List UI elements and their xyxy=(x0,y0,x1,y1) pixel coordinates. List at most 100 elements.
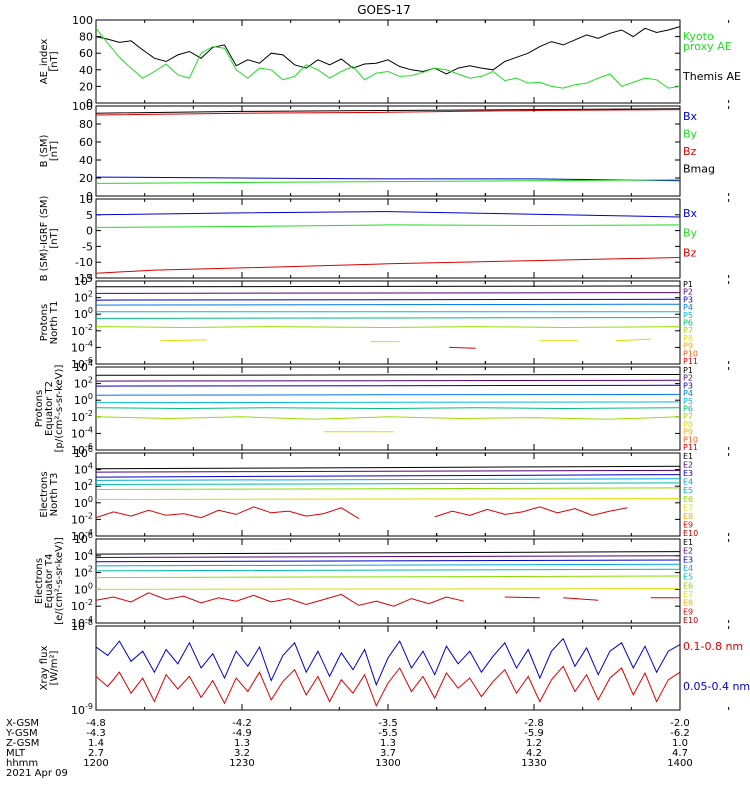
ephemeris-value: 2.7 xyxy=(88,748,104,759)
series-line-green xyxy=(96,224,680,228)
series-group xyxy=(96,374,680,433)
series-line-E9 xyxy=(434,506,628,518)
ephemeris-value: 1.3 xyxy=(380,738,396,749)
legend-entry: E1 xyxy=(683,452,693,461)
legend-entry: By xyxy=(683,227,698,240)
series-line-E3 xyxy=(96,474,680,478)
y-tick-label: 104 xyxy=(74,462,93,477)
panel-frame xyxy=(95,452,681,537)
series-line-E9 xyxy=(563,597,599,601)
series-line-P5 xyxy=(96,401,680,404)
ephemeris-row-label: X-GSM xyxy=(6,718,39,729)
ephemeris-value: -2.0 xyxy=(670,718,690,729)
panel-frame xyxy=(95,625,681,711)
y-tick-label: 10-2 xyxy=(71,323,93,338)
legend-entry: E4 xyxy=(683,564,693,573)
y-tick-label: 10-8 xyxy=(71,618,93,633)
series-line-E9 xyxy=(504,596,540,599)
legend-entry: E9 xyxy=(683,520,693,529)
y-axis-label: [p/(cm²-s-sr-keV)] xyxy=(54,365,65,453)
y-axis-label: B (SM)-IGRF (SM) xyxy=(39,196,50,282)
legend-entry: P3 xyxy=(683,295,693,304)
series-group xyxy=(96,637,680,708)
panel-frame xyxy=(95,198,681,279)
ephemeris-value: 1200 xyxy=(83,758,108,769)
plot-title: GOES-17 xyxy=(357,3,411,17)
series-group xyxy=(96,465,680,520)
y-axis-label: Equator T2 xyxy=(44,381,55,436)
y-tick-label: 40 xyxy=(79,154,93,167)
panel-frame xyxy=(95,19,681,104)
y-tick-label: 106 xyxy=(74,531,93,546)
series-line-E7 xyxy=(96,588,680,590)
y-tick-label: 80 xyxy=(79,31,93,44)
series-line-E4 xyxy=(96,478,680,481)
legend-entry: Themis AE xyxy=(682,70,741,83)
y-tick-label: 20 xyxy=(79,172,93,185)
legend-entry: E8 xyxy=(683,512,693,521)
y-axis-label: Electrons xyxy=(39,471,50,517)
legend-entry: Bmag xyxy=(683,163,715,176)
legend-entry: P3 xyxy=(683,381,693,390)
series-line-red xyxy=(96,257,680,274)
legend-entry: Kyoto xyxy=(683,30,714,43)
legend-entry: E2 xyxy=(683,461,693,470)
legend-entry: E5 xyxy=(683,573,693,582)
y-tick-label: 10-9 xyxy=(71,702,93,717)
series-line-red xyxy=(96,109,680,116)
ephemeris-row-label: MLT xyxy=(6,748,26,759)
legend-entry: P1 xyxy=(683,366,693,375)
y-tick-label: 10-4 xyxy=(71,528,93,543)
legend-entry: P6 xyxy=(683,405,693,414)
legend-entry: P8 xyxy=(683,334,693,343)
ephemeris-value: 1230 xyxy=(229,758,254,769)
series-line-blue xyxy=(96,176,680,182)
legend-entry: E10 xyxy=(683,616,698,625)
panel-bigrf: -15 -10 -5 0 5 10 B (SM)-IGRF (SM) [nT] Bx By Bz xyxy=(39,193,730,285)
y-tick-label: 104 xyxy=(74,273,93,288)
legend-entry: By xyxy=(683,128,698,141)
ephemeris-footer: X-GSM -4.8 -4.2 -3.5 -2.8 -2.0 Y-GSM -4.3 -4.9 -5… xyxy=(5,718,693,779)
y-tick-label: 100 xyxy=(74,495,93,510)
y-axis-label: [nT] xyxy=(49,51,60,71)
legend-entry: P10 xyxy=(683,349,698,358)
y-tick-label: 40 xyxy=(79,64,93,77)
legend-entry: E4 xyxy=(683,478,693,487)
series-line-E5 xyxy=(96,568,680,572)
ephemeris-row-label: hhmm xyxy=(6,758,38,769)
y-axis-label: Protons xyxy=(34,390,45,427)
series-line-E2 xyxy=(96,555,680,558)
series-line-E1 xyxy=(96,551,680,555)
series-line-green xyxy=(96,27,680,89)
legend-entry: E9 xyxy=(683,607,693,616)
ephemeris-row-label: Z-GSM xyxy=(6,738,39,749)
series-line-red xyxy=(96,665,680,708)
y-tick-label: -15 xyxy=(75,272,93,285)
ephemeris-value: -4.9 xyxy=(232,728,252,739)
series-line-P1 xyxy=(96,374,680,376)
y-tick-label: 10-2 xyxy=(71,598,93,613)
series-line-black xyxy=(96,108,680,114)
series-group xyxy=(96,26,680,89)
y-tick-label: 100 xyxy=(72,100,93,113)
legend-entry: E3 xyxy=(683,469,693,478)
y-tick-label: 5 xyxy=(86,209,93,222)
series-line-E3 xyxy=(96,559,680,563)
series-line-P3 xyxy=(96,384,680,387)
ephemeris-value: 4.2 xyxy=(526,748,542,759)
legend-entry: P2 xyxy=(683,374,693,383)
series-line-P4 xyxy=(96,393,680,396)
legend-entry: P9 xyxy=(683,342,693,351)
legend-entry: P11 xyxy=(683,357,698,366)
series-line-P8 xyxy=(615,338,651,342)
ephemeris-value: -5.9 xyxy=(524,728,544,739)
y-axis-label: North T1 xyxy=(49,301,60,345)
series-group xyxy=(96,211,680,274)
series-line-E1 xyxy=(96,465,680,470)
legend-entry: E3 xyxy=(683,555,693,564)
legend-entry: E7 xyxy=(683,590,693,599)
legend-entry: E8 xyxy=(683,599,693,608)
